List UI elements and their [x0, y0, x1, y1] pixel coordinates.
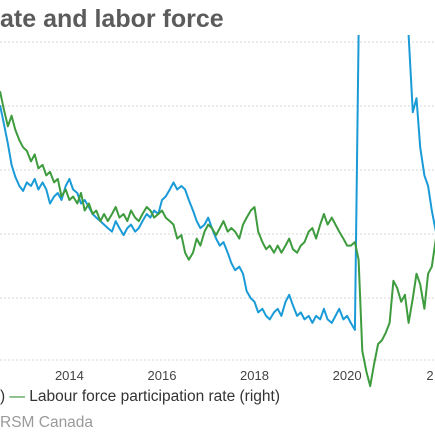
series-line-unemployment [0, 34, 360, 331]
series-line-participation [0, 90, 435, 388]
series-lines [0, 34, 435, 388]
x-tick-labels: 2014 2016 2018 2020 2 [55, 368, 434, 383]
legend-unemployment-fragment: ) [0, 388, 10, 405]
series-line-unemployment [407, 34, 435, 232]
legend: ) — Labour force participation rate (rig… [0, 388, 280, 406]
legend-participation-label: Labour force participation rate (right) [24, 388, 280, 405]
x-tick-label: 2018 [240, 368, 269, 383]
x-tick-label: 2020 [333, 368, 362, 383]
legend-participation-swatch: — [9, 388, 25, 405]
x-tick-label: 2016 [148, 368, 177, 383]
x-tick-label: 2014 [55, 368, 84, 383]
x-tick-label: 2 [426, 368, 433, 383]
gridlines [0, 41, 435, 361]
chart-title: ate and labor force [0, 5, 224, 33]
source-note: RSM Canada [0, 414, 94, 431]
